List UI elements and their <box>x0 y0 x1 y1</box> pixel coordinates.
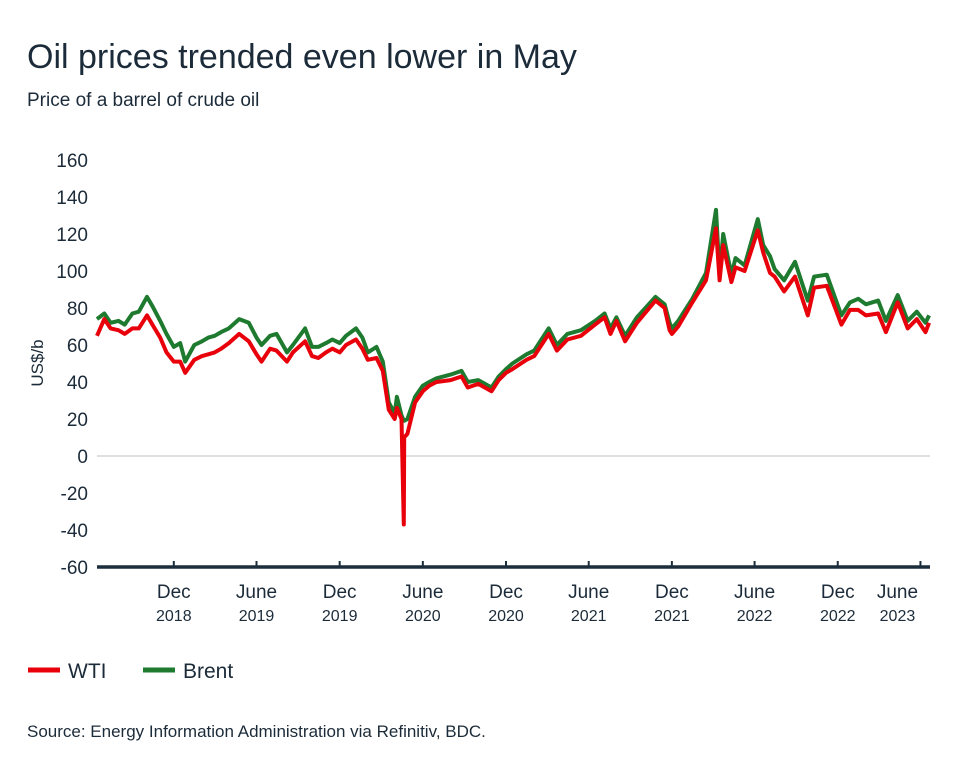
x-tick-label-month: June <box>236 582 277 603</box>
chart-title: Oil prices trended even lower in May <box>27 38 577 76</box>
x-tick-label-month: June <box>568 582 609 603</box>
y-tick-label: 120 <box>56 225 88 246</box>
y-tick-label: -20 <box>61 484 88 505</box>
legend-item-brent: Brent <box>143 660 233 683</box>
chart-subtitle: Price of a barrel of crude oil <box>27 90 259 111</box>
y-axis-label: US$/b <box>28 339 47 386</box>
y-tick-label: 60 <box>67 336 88 357</box>
y-tick-label: -40 <box>61 521 88 542</box>
y-tick-label: 0 <box>77 447 88 468</box>
legend: WTI Brent <box>28 660 233 683</box>
x-tick-label-month: Dec <box>157 582 191 603</box>
y-tick-label: 100 <box>56 262 88 283</box>
x-tick-label-month: June <box>877 582 918 603</box>
x-tick-label-year: 2021 <box>571 608 607 625</box>
x-tick-label-year: 2022 <box>820 608 856 625</box>
x-tick-label-month: Dec <box>821 582 855 603</box>
y-tick-label: 80 <box>67 299 88 320</box>
legend-label-wti: WTI <box>68 660 106 683</box>
y-tick-label: 160 <box>56 151 88 172</box>
legend-item-wti: WTI <box>28 660 106 683</box>
x-tick-label-year: 2020 <box>488 608 524 625</box>
series-line-wti <box>95 226 931 527</box>
y-tick-label: -60 <box>61 558 88 579</box>
series-group <box>95 207 931 527</box>
y-tick-label: 20 <box>67 410 88 431</box>
x-tick-label-month: Dec <box>323 582 357 603</box>
x-tick-label-month: June <box>402 582 443 603</box>
x-tick-label-year: 2020 <box>405 608 441 625</box>
x-tick-label-year: 2023 <box>880 608 916 625</box>
source-note: Source: Energy Information Administratio… <box>27 722 486 741</box>
y-tick-label: 40 <box>67 373 88 394</box>
y-axis-ticks: 160 140 120 100 80 60 40 20 0 -20 -40 -60 <box>56 151 88 579</box>
x-tick-label-year: 2022 <box>737 608 773 625</box>
x-tick-label-year: 2019 <box>322 608 358 625</box>
x-axis-ticks: Dec 2018 June 2019 Dec 2019 June 2020 Dec 2020 Jun… <box>156 561 922 625</box>
series-line-brent <box>95 207 931 423</box>
x-tick-label-month: Dec <box>489 582 523 603</box>
y-tick-label: 140 <box>56 188 88 209</box>
x-tick-label-month: Dec <box>655 582 689 603</box>
x-tick-label-month: June <box>734 582 775 603</box>
x-tick-label-year: 2018 <box>156 608 192 625</box>
x-tick-label-year: 2019 <box>239 608 275 625</box>
legend-label-brent: Brent <box>183 660 233 683</box>
x-tick-label-year: 2021 <box>654 608 690 625</box>
